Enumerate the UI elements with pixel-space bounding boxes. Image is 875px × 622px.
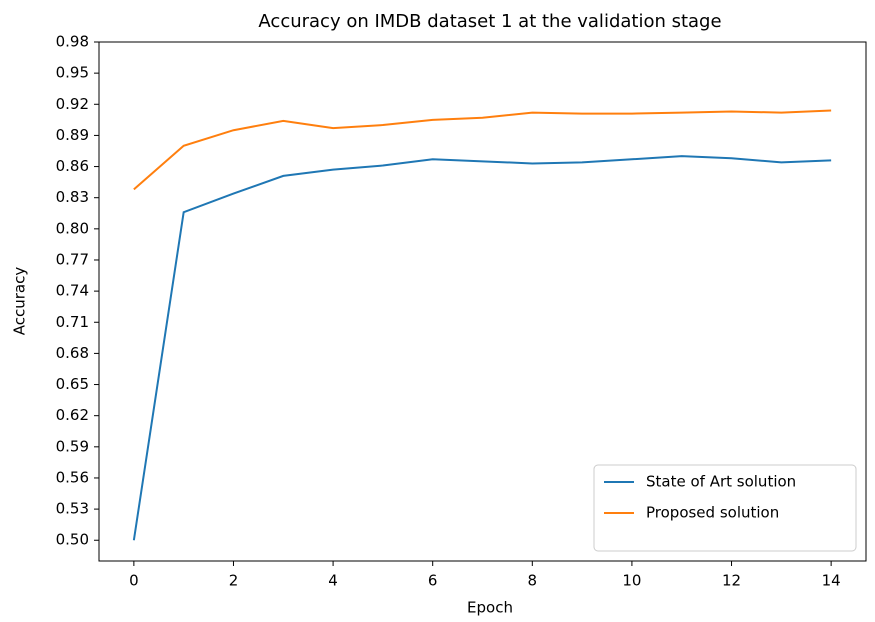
y-tick-label: 0.50	[56, 531, 89, 549]
y-tick-label: 0.71	[56, 313, 89, 331]
y-tick-label: 0.65	[56, 375, 89, 393]
y-tick-label: 0.77	[56, 250, 89, 268]
y-tick-label: 0.59	[56, 437, 89, 455]
x-tick-label: 12	[722, 572, 741, 590]
line-series	[132, 155, 832, 541]
y-tick-label: 0.89	[56, 126, 89, 144]
x-axis-label: Epoch	[467, 599, 513, 617]
y-tick-label: 0.86	[56, 157, 89, 175]
y-tick-label: 0.74	[56, 282, 89, 300]
plot-frame	[98, 41, 867, 562]
y-tick-label: 0.62	[56, 406, 89, 424]
y-tick-label: 0.53	[56, 500, 89, 518]
legend-label: State of Art solution	[646, 473, 796, 491]
y-tick-label: 0.98	[56, 33, 89, 51]
x-tick-label: 10	[622, 572, 641, 590]
chart-title: Accuracy on IMDB dataset 1 at the valida…	[258, 11, 721, 32]
x-tick-label: 0	[129, 572, 139, 590]
x-tick-label: 8	[528, 572, 538, 590]
y-axis-label: Accuracy	[11, 267, 29, 336]
legend-box	[593, 464, 857, 552]
legend-label: Proposed solution	[646, 504, 779, 522]
x-tick-label: 14	[822, 572, 841, 590]
y-tick-label: 0.56	[56, 468, 89, 486]
y-tick-label: 0.83	[56, 188, 89, 206]
y-tick-label: 0.68	[56, 344, 89, 362]
y-tick-label: 0.80	[56, 219, 89, 237]
line-series	[133, 109, 832, 191]
y-tick-label: 0.95	[56, 64, 89, 82]
x-tick-label: 2	[229, 572, 239, 590]
x-tick-label: 4	[328, 572, 338, 590]
x-tick-label: 6	[428, 572, 438, 590]
y-tick-label: 0.92	[56, 95, 89, 113]
